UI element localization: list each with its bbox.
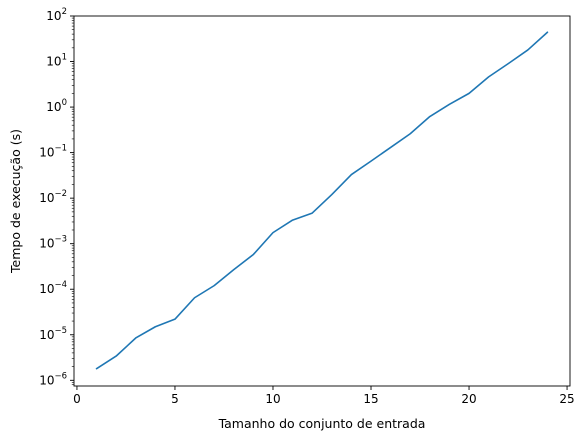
y-tick-label: 102 [46,7,67,23]
x-tick-label: 0 [73,392,81,406]
series-line-0 [95,31,549,370]
y-axis: 10−6 10−5 10−4 10−3 10−2 10−1 100 101 102 [39,7,74,387]
y-tick-label: 10−5 [39,326,67,342]
x-tick-label: 10 [265,392,280,406]
x-tick-label: 20 [461,392,476,406]
y-tick-label: 10−6 [39,371,67,387]
y-tick-label: 10−2 [39,189,67,205]
x-tick-label: 25 [559,392,574,406]
plot-frame [73,15,571,387]
y-tick-label: 100 [46,98,67,114]
plot-area [95,31,549,370]
x-axis: 0 5 10 15 20 25 [73,386,575,406]
x-tick-label: 15 [363,392,378,406]
y-tick-label: 10−3 [39,235,67,251]
x-tick-label: 5 [171,392,179,406]
y-tick-label: 10−1 [39,144,67,160]
y-tick-label: 10−4 [39,280,67,296]
y-tick-label: 101 [46,53,67,69]
x-axis-label: Tamanho do conjunto de entrada [218,416,426,431]
y-axis-label: Tempo de execução (s) [8,129,23,274]
